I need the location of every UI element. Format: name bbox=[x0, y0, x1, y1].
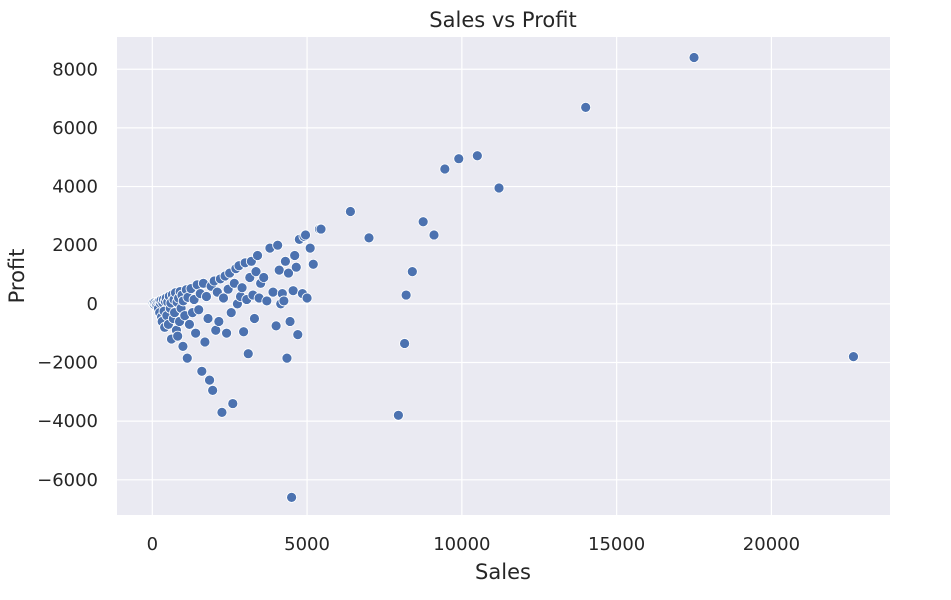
data-point bbox=[261, 295, 273, 307]
data-point bbox=[236, 282, 248, 294]
x-tick-label: 0 bbox=[147, 534, 158, 555]
y-tick-label: 4000 bbox=[52, 177, 98, 198]
data-point bbox=[848, 351, 859, 363]
data-point bbox=[300, 229, 311, 241]
data-point bbox=[281, 352, 293, 364]
data-point bbox=[199, 336, 211, 348]
data-point bbox=[315, 223, 327, 235]
x-tick-label: 10000 bbox=[433, 534, 490, 555]
x-axis-label: Sales bbox=[475, 560, 531, 584]
y-tick-label: 6000 bbox=[52, 118, 98, 139]
y-tick-label: 8000 bbox=[52, 59, 98, 80]
data-point bbox=[580, 101, 592, 113]
data-point bbox=[216, 406, 228, 418]
x-tick-label: 15000 bbox=[588, 534, 645, 555]
data-point bbox=[283, 267, 294, 279]
data-point bbox=[286, 492, 297, 503]
data-point bbox=[363, 232, 375, 244]
x-tick-label: 5000 bbox=[284, 534, 330, 555]
data-point bbox=[688, 52, 700, 63]
y-tick-label: 2000 bbox=[52, 235, 98, 256]
y-tick-label: −6000 bbox=[37, 470, 98, 491]
data-point bbox=[307, 258, 319, 270]
data-point bbox=[193, 304, 205, 316]
data-point bbox=[304, 242, 316, 254]
data-point bbox=[439, 163, 451, 175]
y-axis-label: Profit bbox=[5, 249, 29, 304]
data-point bbox=[225, 307, 237, 319]
data-point bbox=[181, 352, 193, 364]
data-point bbox=[284, 316, 296, 327]
data-point bbox=[301, 292, 313, 304]
data-point bbox=[471, 150, 483, 162]
data-point bbox=[270, 320, 282, 332]
data-point bbox=[289, 250, 301, 261]
data-point bbox=[267, 286, 279, 298]
data-point bbox=[400, 289, 412, 301]
data-point bbox=[213, 316, 225, 327]
data-points bbox=[147, 52, 859, 503]
data-point bbox=[290, 261, 302, 273]
y-tick-labels: −6000 −4000 −2000 0 2000 4000 6000 8000 bbox=[37, 59, 98, 491]
data-point bbox=[272, 239, 284, 251]
data-point bbox=[250, 266, 262, 278]
y-tick-label: −2000 bbox=[37, 353, 98, 374]
data-point bbox=[249, 313, 260, 324]
data-point bbox=[202, 313, 214, 324]
data-point bbox=[207, 384, 219, 396]
data-point bbox=[238, 326, 250, 338]
data-point bbox=[393, 409, 404, 421]
data-point bbox=[345, 206, 356, 217]
data-point bbox=[417, 216, 429, 228]
data-point bbox=[280, 255, 291, 267]
data-point bbox=[252, 250, 263, 261]
data-point bbox=[218, 292, 229, 304]
data-point bbox=[190, 327, 202, 339]
data-point bbox=[204, 374, 215, 386]
data-point bbox=[406, 266, 418, 278]
data-point bbox=[201, 291, 212, 302]
data-point bbox=[399, 338, 410, 349]
data-point bbox=[184, 318, 195, 330]
data-point bbox=[287, 285, 299, 297]
data-point bbox=[493, 182, 505, 194]
data-point bbox=[453, 153, 465, 165]
data-point bbox=[428, 229, 440, 241]
data-point bbox=[177, 340, 189, 352]
y-tick-label: 0 bbox=[87, 294, 98, 315]
data-point bbox=[196, 365, 208, 377]
data-point bbox=[172, 330, 184, 342]
data-point bbox=[227, 398, 239, 409]
x-tick-label: 20000 bbox=[743, 534, 800, 555]
x-tick-labels: 0 5000 10000 15000 20000 bbox=[147, 534, 801, 555]
data-point bbox=[221, 327, 232, 339]
data-point bbox=[242, 348, 254, 360]
chart-title: Sales vs Profit bbox=[429, 8, 576, 32]
data-point bbox=[278, 295, 290, 307]
data-point bbox=[273, 264, 285, 276]
y-tick-label: −4000 bbox=[37, 411, 98, 432]
data-point bbox=[258, 272, 270, 283]
data-point bbox=[292, 329, 304, 341]
